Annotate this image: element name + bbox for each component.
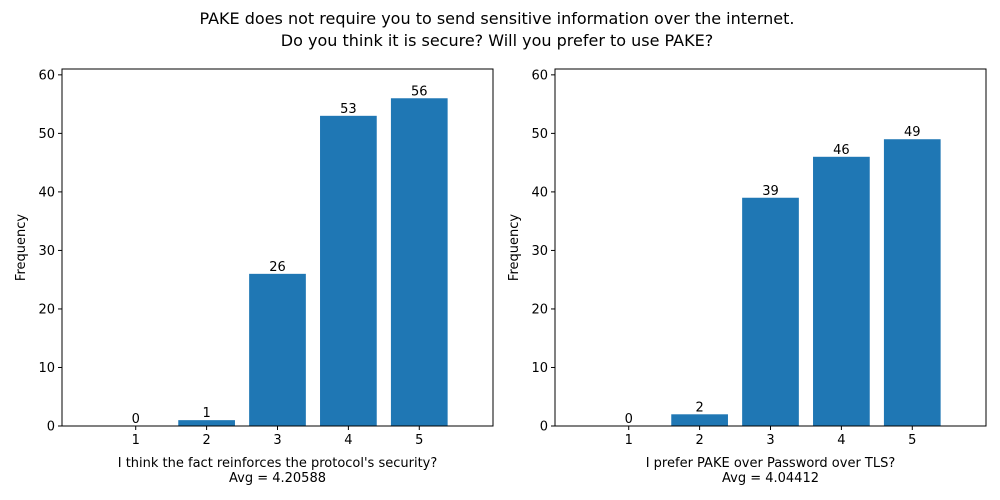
y-tick-label-40: 40	[531, 185, 548, 200]
y-tick-label-60: 60	[531, 68, 548, 83]
bar-3	[742, 197, 799, 426]
y-tick-label-20: 20	[38, 302, 55, 317]
y-tick-label-30: 30	[38, 244, 55, 259]
x-tick-label-3: 3	[273, 433, 281, 448]
bar-4	[813, 156, 870, 427]
data-label-2: 1	[202, 406, 210, 421]
x-tick-label-2: 2	[202, 433, 210, 448]
x-tick-label-3: 3	[766, 433, 774, 448]
y-tick-label-10: 10	[38, 361, 55, 376]
x-axis-label-average: Avg = 4.20588	[229, 471, 326, 486]
data-label-1: 0	[625, 412, 633, 427]
y-tick-label-10: 10	[531, 361, 548, 376]
x-axis-label-average: Avg = 4.04412	[722, 471, 819, 486]
figure-title-line-1: PAKE does not require you to send sensit…	[199, 9, 794, 28]
y-tick-label-60: 60	[38, 68, 55, 83]
bar-3	[249, 273, 306, 426]
y-tick-label-40: 40	[38, 185, 55, 200]
figure-title-line-2: Do you think it is secure? Will you pref…	[281, 31, 713, 50]
bar-2	[671, 414, 728, 426]
x-tick-label-1: 1	[625, 433, 633, 448]
bar-5	[883, 139, 941, 427]
data-label-1: 0	[132, 412, 140, 427]
y-axis-label: Frequency	[14, 214, 29, 281]
x-axis-label: I prefer PAKE over Password over TLS?	[646, 456, 896, 471]
bar-5	[390, 98, 448, 426]
data-label-3: 39	[762, 184, 779, 199]
y-axis-label: Frequency	[507, 214, 522, 281]
bar-4	[320, 115, 377, 426]
y-tick-label-50: 50	[38, 127, 55, 142]
data-label-4: 53	[340, 102, 357, 117]
x-tick-label-5: 5	[415, 433, 423, 448]
y-tick-label-30: 30	[531, 244, 548, 259]
y-tick-label-0: 0	[540, 420, 548, 435]
data-label-4: 46	[833, 143, 850, 158]
bar-2	[178, 420, 235, 426]
x-tick-label-5: 5	[908, 433, 916, 448]
x-tick-label-4: 4	[837, 433, 845, 448]
x-axis-label: I think the fact reinforces the protocol…	[118, 456, 438, 471]
y-tick-label-20: 20	[531, 302, 548, 317]
data-label-5: 56	[411, 84, 428, 99]
data-label-2: 2	[695, 400, 703, 415]
x-tick-label-1: 1	[132, 433, 140, 448]
x-tick-label-4: 4	[344, 433, 352, 448]
y-tick-label-50: 50	[531, 127, 548, 142]
y-tick-label-0: 0	[47, 420, 55, 435]
x-tick-label-2: 2	[695, 433, 703, 448]
data-label-3: 26	[269, 260, 286, 275]
data-label-5: 49	[904, 125, 921, 140]
